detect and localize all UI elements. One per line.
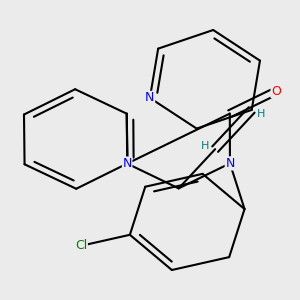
Text: H: H xyxy=(200,141,209,151)
Text: Cl: Cl xyxy=(75,239,87,252)
Text: N: N xyxy=(145,92,154,104)
Text: O: O xyxy=(271,85,281,98)
Text: N: N xyxy=(122,157,132,170)
Text: N: N xyxy=(225,157,235,170)
Text: H: H xyxy=(257,109,266,118)
